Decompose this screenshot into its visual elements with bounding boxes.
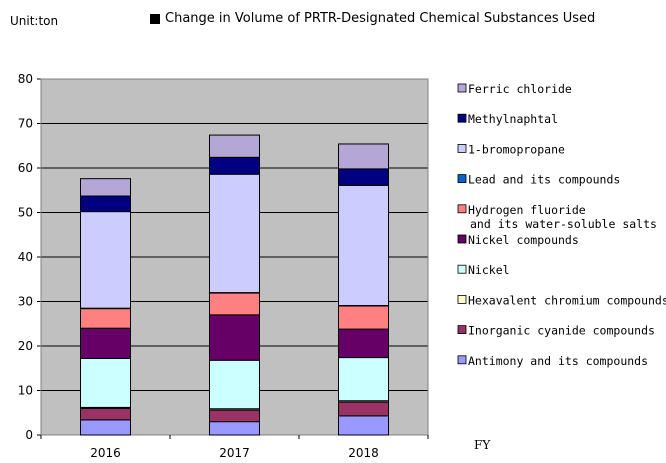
legend-label-ferric-chloride: Ferric chloride — [468, 82, 572, 96]
bar-ferric-chloride-2018 — [338, 143, 389, 170]
bar-methylnaphtal-2016 — [80, 195, 131, 213]
chart-title-text: Change in Volume of PRTR-Designated Chem… — [165, 11, 596, 26]
bar-nickel-compounds-2016 — [80, 327, 131, 359]
bar-hydrogen-fluoride-and-its-water-soluble-salts-2017 — [209, 292, 260, 316]
legend-label-inorganic-cyanide-compounds: Inorganic cyanide compounds — [468, 324, 655, 338]
bar-antimony-and-its-compounds-2018 — [338, 415, 389, 436]
unit-label: Unit:ton — [10, 14, 59, 28]
legend-label-hydrogen-fluoride-and-its-water-soluble-salts: and its water-soluble salts — [470, 217, 657, 231]
legend-swatch-hydrogen-fluoride-and-its-water-soluble-salts — [457, 204, 467, 214]
chart-title: Change in Volume of PRTR-Designated Chem… — [150, 11, 595, 26]
legend-swatch-nickel — [457, 264, 467, 274]
x-tick-label: 2016 — [90, 446, 121, 460]
legend-swatch-ferric-chloride — [457, 83, 467, 93]
bar-nickel-2018 — [338, 357, 389, 402]
bar-methylnaphtal-2018 — [338, 168, 389, 186]
bar-1-bromopropane-2017 — [209, 173, 260, 294]
legend-label-nickel-compounds: Nickel compounds — [468, 233, 579, 247]
legend-swatch-methylnaphtal — [457, 113, 467, 123]
bar-hydrogen-fluoride-and-its-water-soluble-salts-2018 — [338, 305, 389, 330]
legend-label-methylnaphtal: Methylnaphtal — [468, 112, 558, 126]
legend-label-antimony-and-its-compounds: Antimony and its compounds — [468, 354, 648, 368]
x-axis-label: FY — [474, 438, 491, 452]
bar-nickel-compounds-2018 — [338, 328, 389, 359]
bar-nickel-2016 — [80, 357, 131, 408]
bar-antimony-and-its-compounds-2017 — [209, 421, 260, 436]
y-tick-label: 30 — [18, 295, 33, 309]
bar-1-bromopropane-2018 — [338, 184, 389, 307]
bar-inorganic-cyanide-compounds-2017 — [209, 409, 260, 423]
legend-label-lead-and-its-compounds: Lead and its compounds — [468, 173, 620, 187]
legend-swatch-inorganic-cyanide-compounds — [457, 325, 467, 335]
bar-inorganic-cyanide-compounds-2016 — [80, 407, 131, 421]
legend-swatch-nickel-compounds — [457, 234, 467, 244]
legend-swatch-hexavalent-chromium-compounds — [457, 294, 467, 304]
bar-methylnaphtal-2017 — [209, 156, 260, 175]
bar-ferric-chloride-2017 — [209, 134, 260, 158]
legend-swatch-1-bromopropane — [457, 143, 467, 153]
legend-label-hexavalent-chromium-compounds: Hexavalent chromium compounds — [468, 293, 666, 307]
y-tick-label: 80 — [18, 72, 33, 86]
y-tick-label: 70 — [18, 117, 33, 131]
x-tick-label: 2018 — [348, 446, 379, 460]
y-tick-label: 60 — [18, 161, 33, 175]
bar-nickel-2017 — [209, 359, 260, 410]
bar-inorganic-cyanide-compounds-2018 — [338, 401, 389, 417]
bar-nickel-compounds-2017 — [209, 314, 260, 361]
title-marker — [150, 13, 160, 24]
bar-hydrogen-fluoride-and-its-water-soluble-salts-2016 — [80, 308, 131, 329]
x-tick-label: 2017 — [219, 446, 250, 460]
y-tick-label: 40 — [18, 250, 33, 264]
legend-label-hydrogen-fluoride-and-its-water-soluble-salts: Hydrogen fluoride — [468, 203, 586, 217]
legend-label-nickel: Nickel — [468, 263, 510, 277]
y-tick-label: 50 — [18, 206, 33, 220]
legend-swatch-lead-and-its-compounds — [457, 174, 467, 184]
y-tick-label: 0 — [25, 428, 33, 442]
bar-1-bromopropane-2016 — [80, 211, 131, 309]
legend-swatch-antimony-and-its-compounds — [457, 355, 467, 365]
bar-antimony-and-its-compounds-2016 — [80, 419, 131, 436]
y-tick-label: 10 — [18, 384, 33, 398]
legend-label-1-bromopropane: 1-bromopropane — [468, 142, 565, 156]
y-tick-label: 20 — [18, 339, 33, 353]
bar-ferric-chloride-2016 — [80, 178, 131, 197]
